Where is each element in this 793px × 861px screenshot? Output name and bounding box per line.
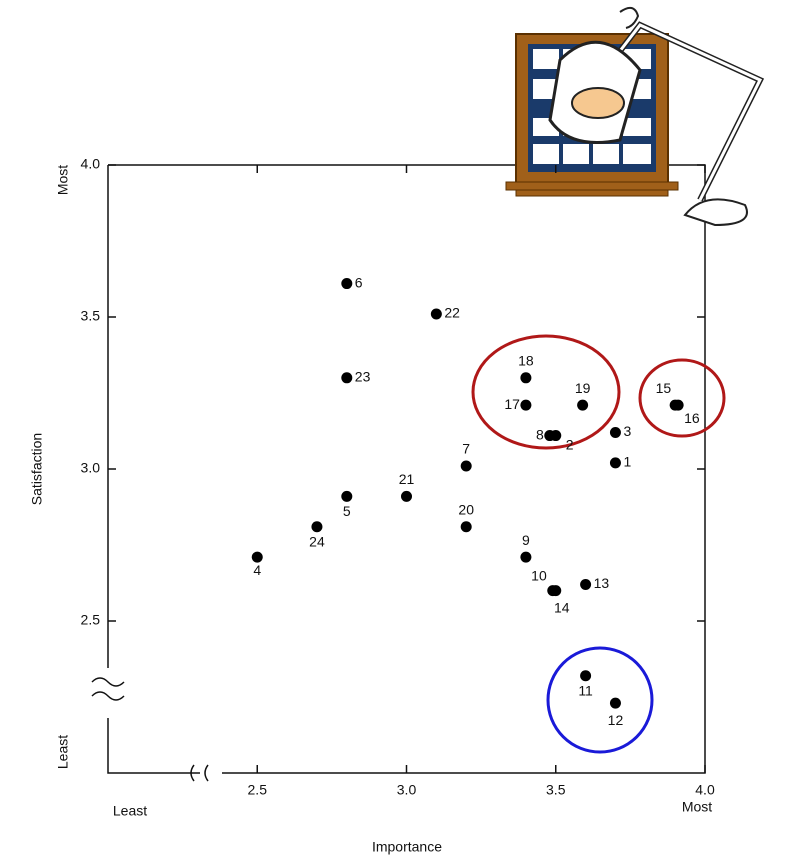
point-label: 7 (462, 441, 470, 457)
x-tick-label: 2.5 (248, 782, 268, 798)
point (431, 308, 442, 319)
y-axis-label: Satisfaction (29, 433, 45, 505)
point (341, 491, 352, 502)
y-axis-low-label: Least (55, 735, 71, 769)
point (341, 278, 352, 289)
point (341, 372, 352, 383)
y-axis-break (92, 678, 124, 700)
point-label: 10 (531, 567, 547, 583)
clip-art (506, 8, 760, 225)
point-label: 6 (355, 274, 363, 290)
x-tick-label: 3.0 (397, 782, 417, 798)
point-label: 8 (536, 426, 544, 442)
x-axis-low-label: Least (113, 803, 147, 819)
point (550, 585, 561, 596)
y-axis-high-label: Most (55, 165, 71, 195)
point-label: 23 (355, 369, 371, 385)
point-label: 21 (399, 471, 415, 487)
point-label: 18 (518, 353, 534, 369)
highlight-ellipse (473, 336, 619, 448)
point-label: 22 (444, 305, 460, 321)
point-label: 13 (594, 575, 610, 591)
point (520, 552, 531, 563)
point (610, 698, 621, 709)
point (461, 460, 472, 471)
point (311, 521, 322, 532)
highlight-circle (548, 648, 652, 752)
point-label: 1 (623, 454, 631, 470)
point-label: 2 (566, 436, 574, 452)
point (673, 400, 684, 411)
y-tick-label: 3.5 (81, 308, 101, 324)
point (520, 400, 531, 411)
y-tick-label: 3.0 (81, 460, 101, 476)
point-label: 5 (343, 503, 351, 519)
point (610, 427, 621, 438)
point (610, 457, 621, 468)
point (461, 521, 472, 532)
highlight-ellipse (640, 360, 724, 436)
point-label: 24 (309, 533, 325, 549)
point (544, 430, 555, 441)
x-axis-high-label: Most (682, 799, 712, 815)
point (580, 579, 591, 590)
chart: Importance Satisfaction Least Most Least… (0, 0, 793, 861)
point-label: 17 (504, 396, 520, 412)
y-tick-label: 4.0 (81, 156, 101, 172)
point-label: 3 (623, 423, 631, 439)
x-axis-label: Importance (372, 839, 442, 855)
point-label: 16 (684, 410, 700, 426)
point-label: 19 (575, 380, 591, 396)
point (580, 670, 591, 681)
point (401, 491, 412, 502)
point-label: 12 (608, 712, 624, 728)
point (520, 372, 531, 383)
point-label: 9 (522, 532, 530, 548)
point-label: 15 (656, 380, 672, 396)
plot-frame (108, 165, 705, 773)
point-label: 11 (578, 682, 593, 698)
x-tick-label: 3.5 (546, 782, 566, 798)
x-tick-label: 4.0 (695, 782, 715, 798)
point (577, 400, 588, 411)
point-label: 20 (458, 501, 474, 517)
point-label: 4 (253, 562, 261, 578)
point-label: 14 (554, 599, 570, 615)
y-tick-label: 2.5 (81, 612, 101, 628)
